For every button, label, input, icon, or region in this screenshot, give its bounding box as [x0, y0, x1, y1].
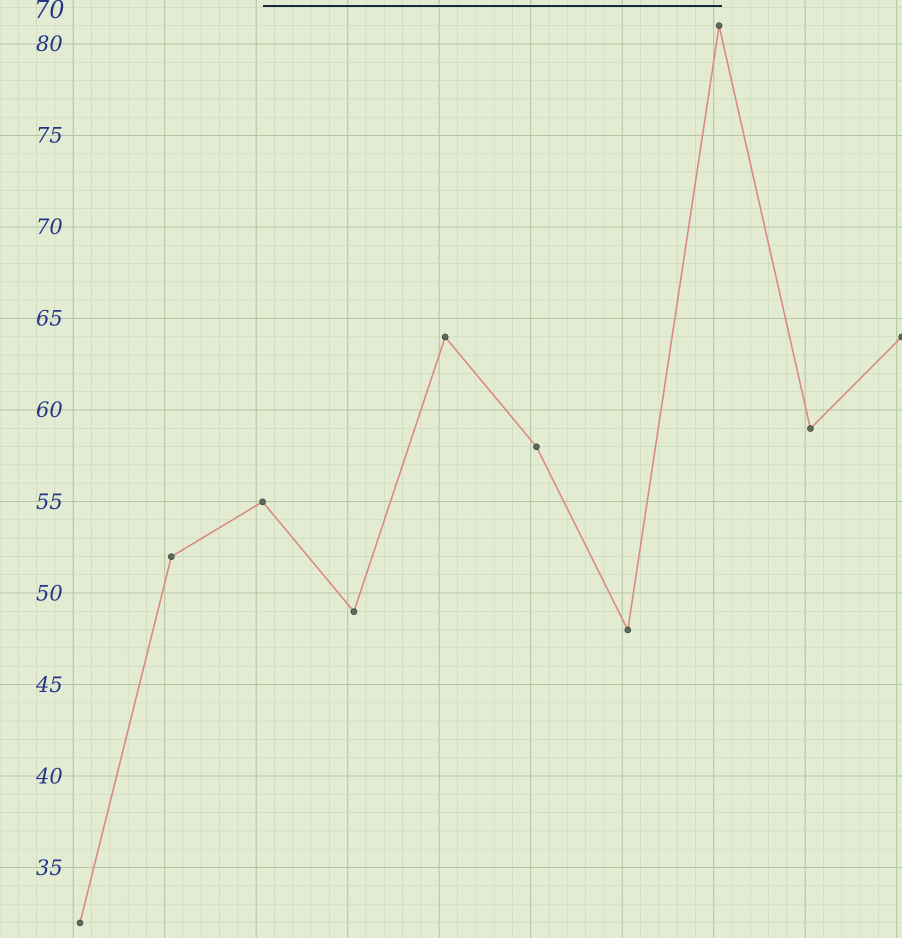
y-tick-label: 65 — [36, 307, 63, 331]
series-layer — [76, 22, 902, 927]
y-tick-labels: 35 40 45 50 55 60 65 70 75 80 — [35, 32, 63, 880]
data-point — [259, 498, 266, 506]
data-point — [168, 553, 175, 561]
data-point — [441, 333, 449, 341]
data-point — [624, 626, 632, 634]
y-tick-label: 40 — [35, 764, 63, 788]
data-point — [807, 425, 814, 432]
data-point — [715, 22, 723, 29]
y-tick-label: 50 — [36, 581, 63, 605]
data-point — [533, 443, 540, 451]
y-tick-label: 70 — [36, 215, 63, 239]
y-tick-label: 60 — [36, 398, 63, 422]
top-axis-label: 70 — [34, 0, 65, 24]
y-tick-label: 75 — [36, 124, 63, 148]
y-tick-label: 80 — [36, 32, 63, 56]
series-line — [79, 24, 902, 924]
data-point — [76, 919, 84, 927]
y-tick-label: 45 — [35, 673, 63, 697]
data-point — [350, 608, 358, 615]
y-tick-label: 55 — [36, 490, 63, 514]
y-tick-label: 35 — [36, 856, 63, 880]
